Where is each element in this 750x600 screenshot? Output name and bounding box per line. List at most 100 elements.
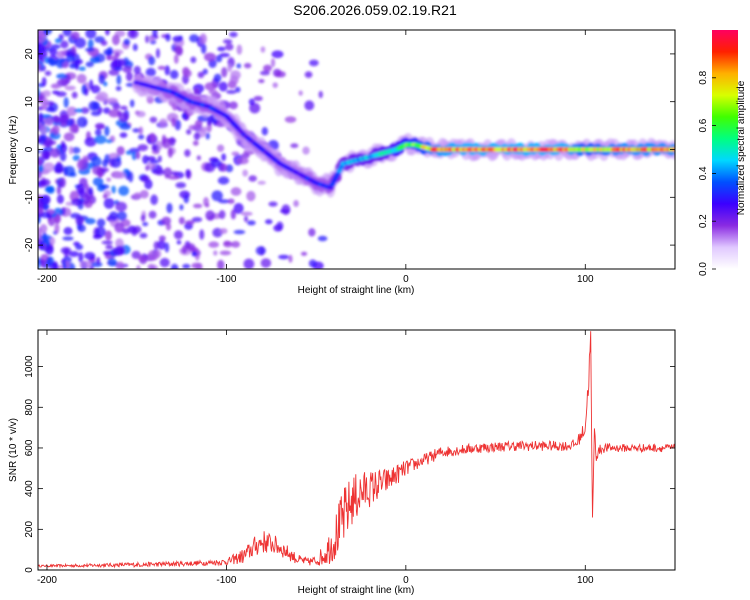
snr-y-axis: 0 200 400 600 800 1000 — [24, 355, 675, 573]
spectrogram-xtick-label-2: 0 — [403, 274, 409, 285]
spectrogram-cell-682 — [96, 184, 106, 192]
spectrogram-cell-370 — [44, 117, 54, 126]
spectrogram-cell-558 — [108, 211, 119, 221]
spectrogram-cell-79 — [85, 61, 94, 68]
spectrogram-cell-219 — [38, 149, 42, 154]
spectrogram-cell-77 — [304, 100, 315, 111]
spectrogram-cell-522 — [115, 201, 127, 212]
spectrogram-cell-594 — [148, 210, 157, 219]
spectrogram-cell-495 — [127, 30, 139, 39]
spectrogram-cell-347 — [52, 124, 60, 135]
spectrogram-cell-472 — [38, 227, 42, 238]
snr-panel: -200 -100 0 100 0 200 400 600 800 1000 Height of… — [8, 329, 676, 596]
spectrogram-cell-583 — [276, 221, 284, 231]
spectrogram-cell-416 — [68, 146, 74, 155]
spectrogram-cell-195 — [42, 162, 55, 173]
spectrogram-cell-455 — [157, 65, 166, 71]
spectrogram-cell-601 — [196, 155, 201, 161]
spectrogram-cell-391 — [77, 224, 86, 233]
spectrogram-cell-174 — [182, 263, 191, 269]
spectrogram-cell-362 — [114, 222, 125, 233]
spectrogram-cell-194 — [118, 185, 130, 196]
spectrogram-cell-686 — [165, 222, 172, 231]
spectrogram-cell-444 — [231, 151, 240, 156]
spectrogram-cell-233 — [317, 235, 328, 242]
spectrogram-cell-439 — [166, 202, 173, 214]
spectrogram-cell-520 — [154, 168, 165, 176]
spectrogram-cell-284 — [132, 43, 138, 52]
spectrogram-cell-247 — [125, 71, 133, 82]
spectrogram-cell-630 — [94, 134, 107, 145]
spectrogram-cell-446 — [39, 224, 48, 234]
spectrogram-cell-657 — [107, 257, 117, 267]
snr-ytick-label-3: 600 — [24, 439, 35, 456]
spectrogram-cell-97 — [208, 241, 220, 248]
spectrogram-cell-51 — [145, 67, 156, 77]
spectrogram-cell-441 — [259, 70, 270, 76]
spectrogram-cell-590 — [204, 82, 217, 91]
spectrogram-cell-532 — [75, 243, 84, 251]
spectrogram-cell-281 — [95, 226, 106, 238]
spectrogram-cell-460 — [185, 243, 196, 251]
spectrogram-cell-497 — [64, 165, 76, 177]
spectrogram-cell-563 — [100, 167, 109, 173]
spectrogram-cell-533 — [231, 241, 241, 248]
spectrogram-cell-212 — [139, 232, 148, 239]
spectrogram-cell-623 — [114, 66, 123, 71]
spectrogram-cell-674 — [40, 235, 52, 240]
spectrogram-ytick-label-2: 0 — [24, 146, 35, 152]
spectrogram-cell-483 — [53, 163, 65, 174]
spectrogram-cell-615 — [66, 118, 74, 127]
spectrogram-cell-649 — [73, 108, 83, 113]
spectrogram-cell-57 — [189, 34, 199, 43]
spectrogram-cell-268 — [290, 143, 299, 149]
spectrogram-cell-246 — [193, 87, 200, 96]
spectrogram-cell-165 — [49, 48, 58, 56]
spectrogram-cell-627 — [184, 149, 191, 157]
spectrogram-cell-666 — [38, 158, 43, 167]
spectrogram-cell-250 — [281, 204, 291, 215]
spectrogram-cell-568 — [94, 122, 105, 130]
spectrogram-cell-670 — [123, 38, 131, 46]
spectrogram-cell-218 — [284, 116, 297, 123]
spectrogram-cell-622 — [56, 50, 66, 58]
spectrogram-cell-677 — [217, 259, 225, 269]
spectrogram-cell-653 — [48, 57, 54, 64]
spectrogram-cell-519 — [174, 45, 183, 55]
spectrogram-cell-683 — [94, 128, 102, 137]
spectrogram-cell-561 — [90, 51, 96, 58]
spectrogram-cell-124 — [157, 240, 166, 250]
spectrogram-cell-14 — [199, 229, 205, 240]
spectrogram-cell-450 — [207, 115, 214, 123]
spectrogram-cell-24 — [85, 30, 97, 39]
spectrogram-cell-251 — [249, 102, 261, 114]
spectrogram-cell-266 — [106, 46, 114, 56]
spectrogram-cell-643 — [118, 112, 129, 123]
spectrogram-cell-342 — [218, 81, 228, 92]
spectrogram-cell-417 — [208, 89, 218, 95]
spectrogram-cell-229 — [63, 132, 75, 142]
spectrogram-cell-567 — [38, 87, 41, 98]
spectrogram-cell-193 — [76, 73, 87, 84]
spectrogram-background-noise — [38, 30, 328, 269]
spectrogram-cell-376 — [92, 177, 104, 187]
spectrogram-cell-222 — [39, 211, 51, 219]
spectrogram-cell-366 — [84, 252, 96, 260]
spectrogram-cell-580 — [84, 47, 95, 52]
spectrogram-cell-515 — [213, 73, 222, 83]
spectrogram-cell-434 — [115, 238, 124, 249]
spectrogram-cell-71 — [186, 129, 192, 135]
spectrogram-cell-339 — [133, 192, 142, 198]
spectrogram-cell-588 — [219, 228, 228, 234]
spectrogram-cell-668 — [217, 46, 226, 52]
spectrogram-cell-423 — [148, 35, 155, 42]
colorbar: 0.0 0.2 0.4 0.6 0.8 Normalized spectral ampl… — [698, 30, 747, 276]
spectrogram-cell-160 — [116, 146, 125, 156]
spectrogram-cell-343 — [218, 199, 230, 204]
spectrogram-cell-571 — [218, 210, 226, 220]
spectrogram-cell-334 — [215, 54, 223, 63]
spectrogram-cell-50 — [116, 74, 122, 85]
spectrogram-cell-35 — [205, 132, 210, 140]
spectrogram-xtick-label-1: -100 — [216, 274, 236, 285]
